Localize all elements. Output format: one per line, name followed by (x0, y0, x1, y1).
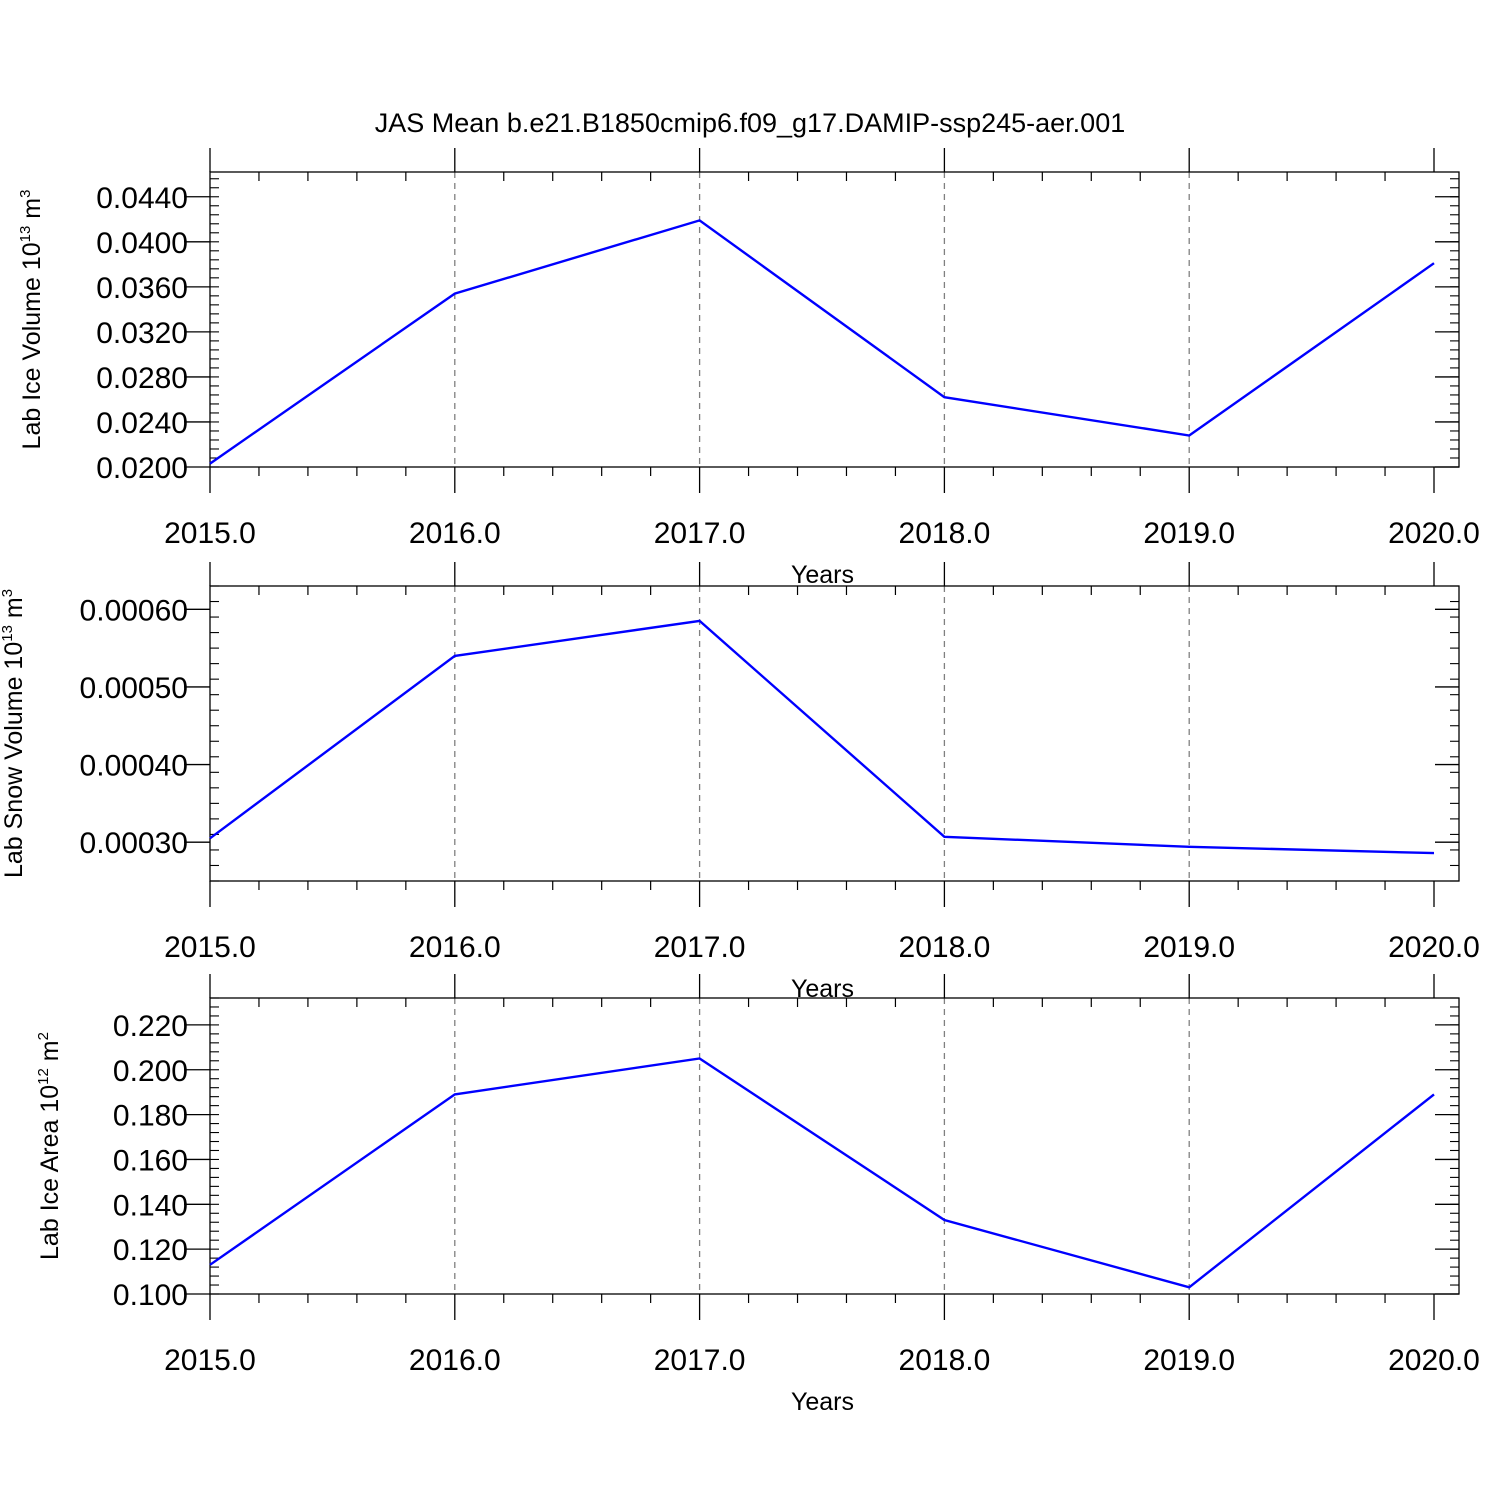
y-tick-label: 0.0320 (96, 317, 188, 350)
y-tick-label: 0.00060 (80, 594, 188, 627)
y-tick-label: 0.120 (113, 1234, 188, 1267)
x-tick-label: 2019.0 (1143, 931, 1235, 964)
plot-frame (209, 997, 1460, 1295)
x-tick-label: 2017.0 (654, 517, 746, 550)
x-tick-label: 2016.0 (409, 517, 501, 550)
x-tick-label: 2018.0 (899, 931, 991, 964)
y-tick-label: 0.100 (113, 1279, 188, 1312)
x-axis-label: Years (791, 561, 854, 589)
y-axis-label: Lab Ice Area 1012 m2 (35, 1032, 64, 1260)
x-tick-label: 2018.0 (899, 1344, 991, 1377)
x-tick-label: 2018.0 (899, 517, 991, 550)
panel-lab-ice-area: 0.100 0.120 0.140 0.160 0.180 0.200 0.220 2015.… (35, 974, 1480, 1416)
figure-title: JAS Mean b.e21.B1850cmip6.f09_g17.DAMIP-… (374, 108, 1126, 138)
x-tick-label: 2015.0 (164, 1344, 256, 1377)
y-axis-label: Lab Snow Volume 1013 m3 (0, 589, 28, 878)
x-axis-label: Years (791, 975, 854, 1003)
x-axis-label: Years (791, 1388, 854, 1416)
y-tick-label: 0.0240 (96, 407, 188, 440)
x-tick-label: 2015.0 (164, 517, 256, 550)
x-tick-label: 2016.0 (409, 931, 501, 964)
panel-lab-snow-volume: 0.00030 0.00040 0.00050 0.00060 2015.0 2016.0… (0, 562, 1480, 1003)
y-tick-label: 0.0440 (96, 182, 188, 215)
x-tick-label: 2020.0 (1388, 931, 1480, 964)
y-axis-label: Lab Ice Volume 1013 m3 (17, 190, 46, 450)
series-line (209, 1057, 1435, 1289)
x-tick-label: 2019.0 (1143, 517, 1235, 550)
x-tick-label: 2019.0 (1143, 1344, 1235, 1377)
x-tick-label: 2020.0 (1388, 517, 1480, 550)
plot-frame (209, 171, 1460, 468)
x-tick-label: 2017.0 (654, 1344, 746, 1377)
x-tick-label: 2015.0 (164, 931, 256, 964)
y-tick-label: 0.0400 (96, 227, 188, 260)
y-tick-label: 0.140 (113, 1189, 188, 1222)
y-tick-label: 0.00050 (80, 672, 188, 705)
y-tick-label: 0.160 (113, 1144, 188, 1177)
y-tick-label: 0.200 (113, 1055, 188, 1088)
x-tick-label: 2020.0 (1388, 1344, 1480, 1377)
y-tick-label: 0.180 (113, 1100, 188, 1133)
y-tick-label: 0.0360 (96, 272, 188, 305)
y-tick-label: 0.0280 (96, 362, 188, 395)
y-tick-label: 0.00040 (80, 750, 188, 783)
x-tick-label: 2017.0 (654, 931, 746, 964)
plot-frame (209, 585, 1460, 882)
series-line (209, 619, 1435, 855)
y-tick-label: 0.220 (113, 1010, 188, 1043)
panel-lab-ice-volume: 0.0200 0.0240 0.0280 0.0320 0.0360 0.0400 0.04… (17, 148, 1480, 589)
x-tick-label: 2016.0 (409, 1344, 501, 1377)
y-tick-label: 0.0200 (96, 452, 188, 485)
y-tick-label: 0.00030 (80, 827, 188, 860)
series-line (209, 219, 1435, 465)
